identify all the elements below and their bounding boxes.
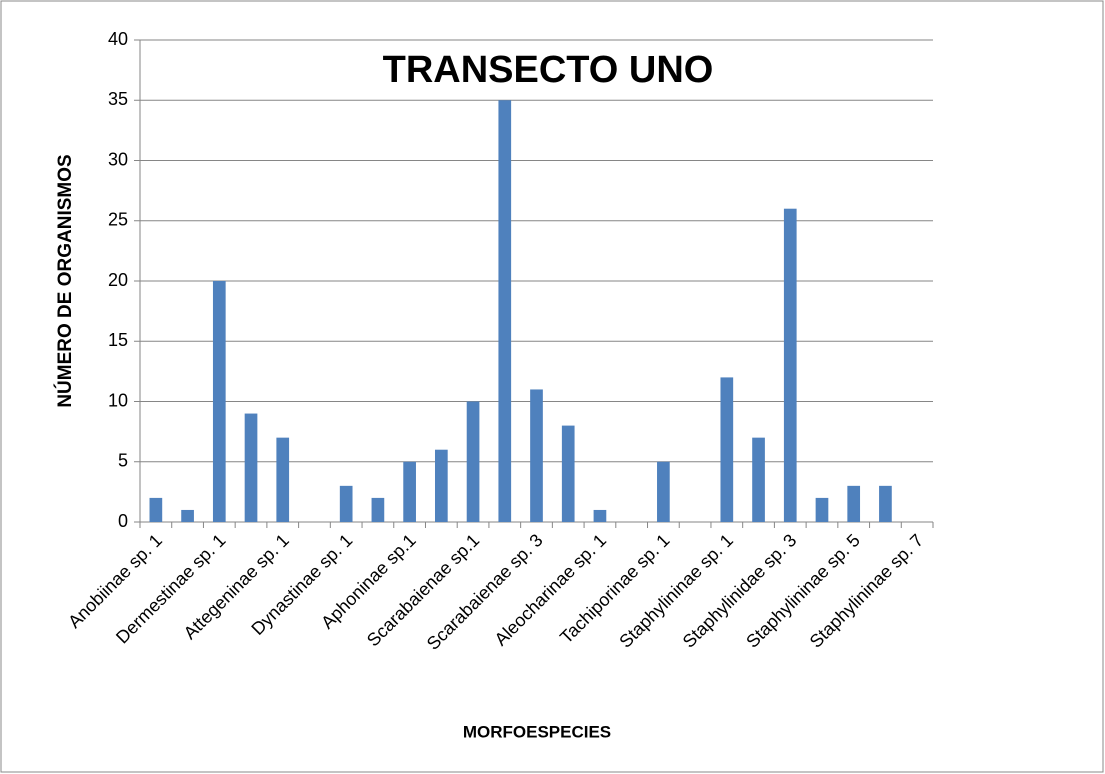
y-tick-label: 15 <box>108 330 128 350</box>
bar <box>783 208 797 522</box>
bar <box>466 401 480 522</box>
bar <box>657 461 670 522</box>
y-tick-label: 10 <box>108 390 128 410</box>
y-tick-label: 0 <box>118 511 128 531</box>
y-tick-label: 40 <box>108 29 128 49</box>
bar <box>530 389 543 522</box>
bar <box>815 497 829 522</box>
y-tick-label: 25 <box>108 210 128 230</box>
bar <box>212 281 226 522</box>
bar <box>276 437 290 522</box>
bar <box>149 497 163 522</box>
y-tick-label: 30 <box>108 149 128 169</box>
bar <box>339 485 353 522</box>
bar <box>593 509 607 522</box>
bar <box>403 461 416 522</box>
bar <box>371 497 385 522</box>
x-axis-label: MORFOESPECIES <box>463 722 611 741</box>
bar <box>244 413 258 522</box>
y-tick-label: 5 <box>118 451 128 471</box>
bar <box>752 437 765 522</box>
y-tick-label: 35 <box>108 89 128 109</box>
y-tick-label: 20 <box>108 270 128 290</box>
chart-title: TRANSECTO UNO <box>383 49 714 91</box>
bar <box>561 425 575 522</box>
bar <box>498 100 512 522</box>
bar <box>879 485 892 522</box>
bar <box>434 449 448 522</box>
y-axis-label: NÚMERO DE ORGANISMOS <box>54 154 76 407</box>
bar <box>720 377 734 522</box>
bar <box>847 485 861 522</box>
bar <box>181 509 194 522</box>
